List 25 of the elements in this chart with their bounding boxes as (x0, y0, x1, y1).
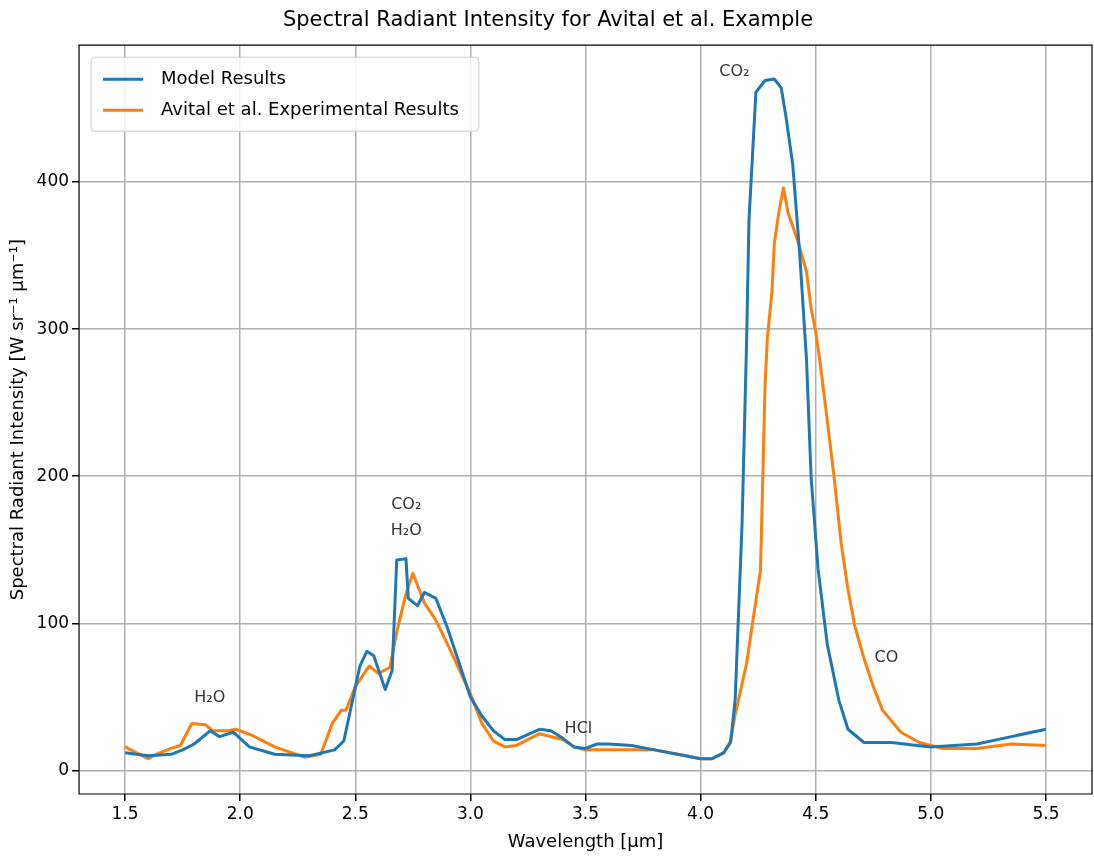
annotation: H₂O (194, 687, 226, 707)
annotation: CO (874, 646, 899, 666)
y-tick-label: 0 (58, 758, 70, 779)
y-axis-title: Spectral Radiant Intensity [W sr⁻¹ µm⁻¹] (6, 238, 28, 601)
x-tick-label: 5.5 (1032, 802, 1060, 823)
annotation: HCl (564, 718, 593, 738)
x-tick-label: 1.5 (111, 802, 139, 823)
y-tick-label: 200 (36, 464, 70, 485)
annotation: H₂O (390, 519, 422, 539)
x-axis-title: Wavelength [µm] (507, 829, 664, 851)
chart-title: Spectral Radiant Intensity for Avital et al. Example (282, 7, 814, 32)
x-tick-label: 3.5 (572, 802, 600, 823)
legend-label: Avital et al. Experimental Results (161, 97, 459, 119)
x-tick-label: 2.5 (341, 802, 369, 823)
legend-label: Model Results (161, 66, 286, 88)
y-tick-label: 300 (36, 317, 70, 338)
y-tick-label: 400 (36, 170, 70, 191)
x-tick-label: 3.0 (456, 802, 484, 823)
x-tick-label: 4.5 (802, 802, 830, 823)
y-tick-label: 100 (36, 611, 70, 632)
x-tick-label: 2.0 (226, 802, 254, 823)
x-tick-label: 4.0 (687, 802, 715, 823)
annotation: CO₂ (391, 494, 422, 514)
annotation: CO₂ (719, 61, 750, 81)
x-tick-label: 5.0 (917, 802, 945, 823)
